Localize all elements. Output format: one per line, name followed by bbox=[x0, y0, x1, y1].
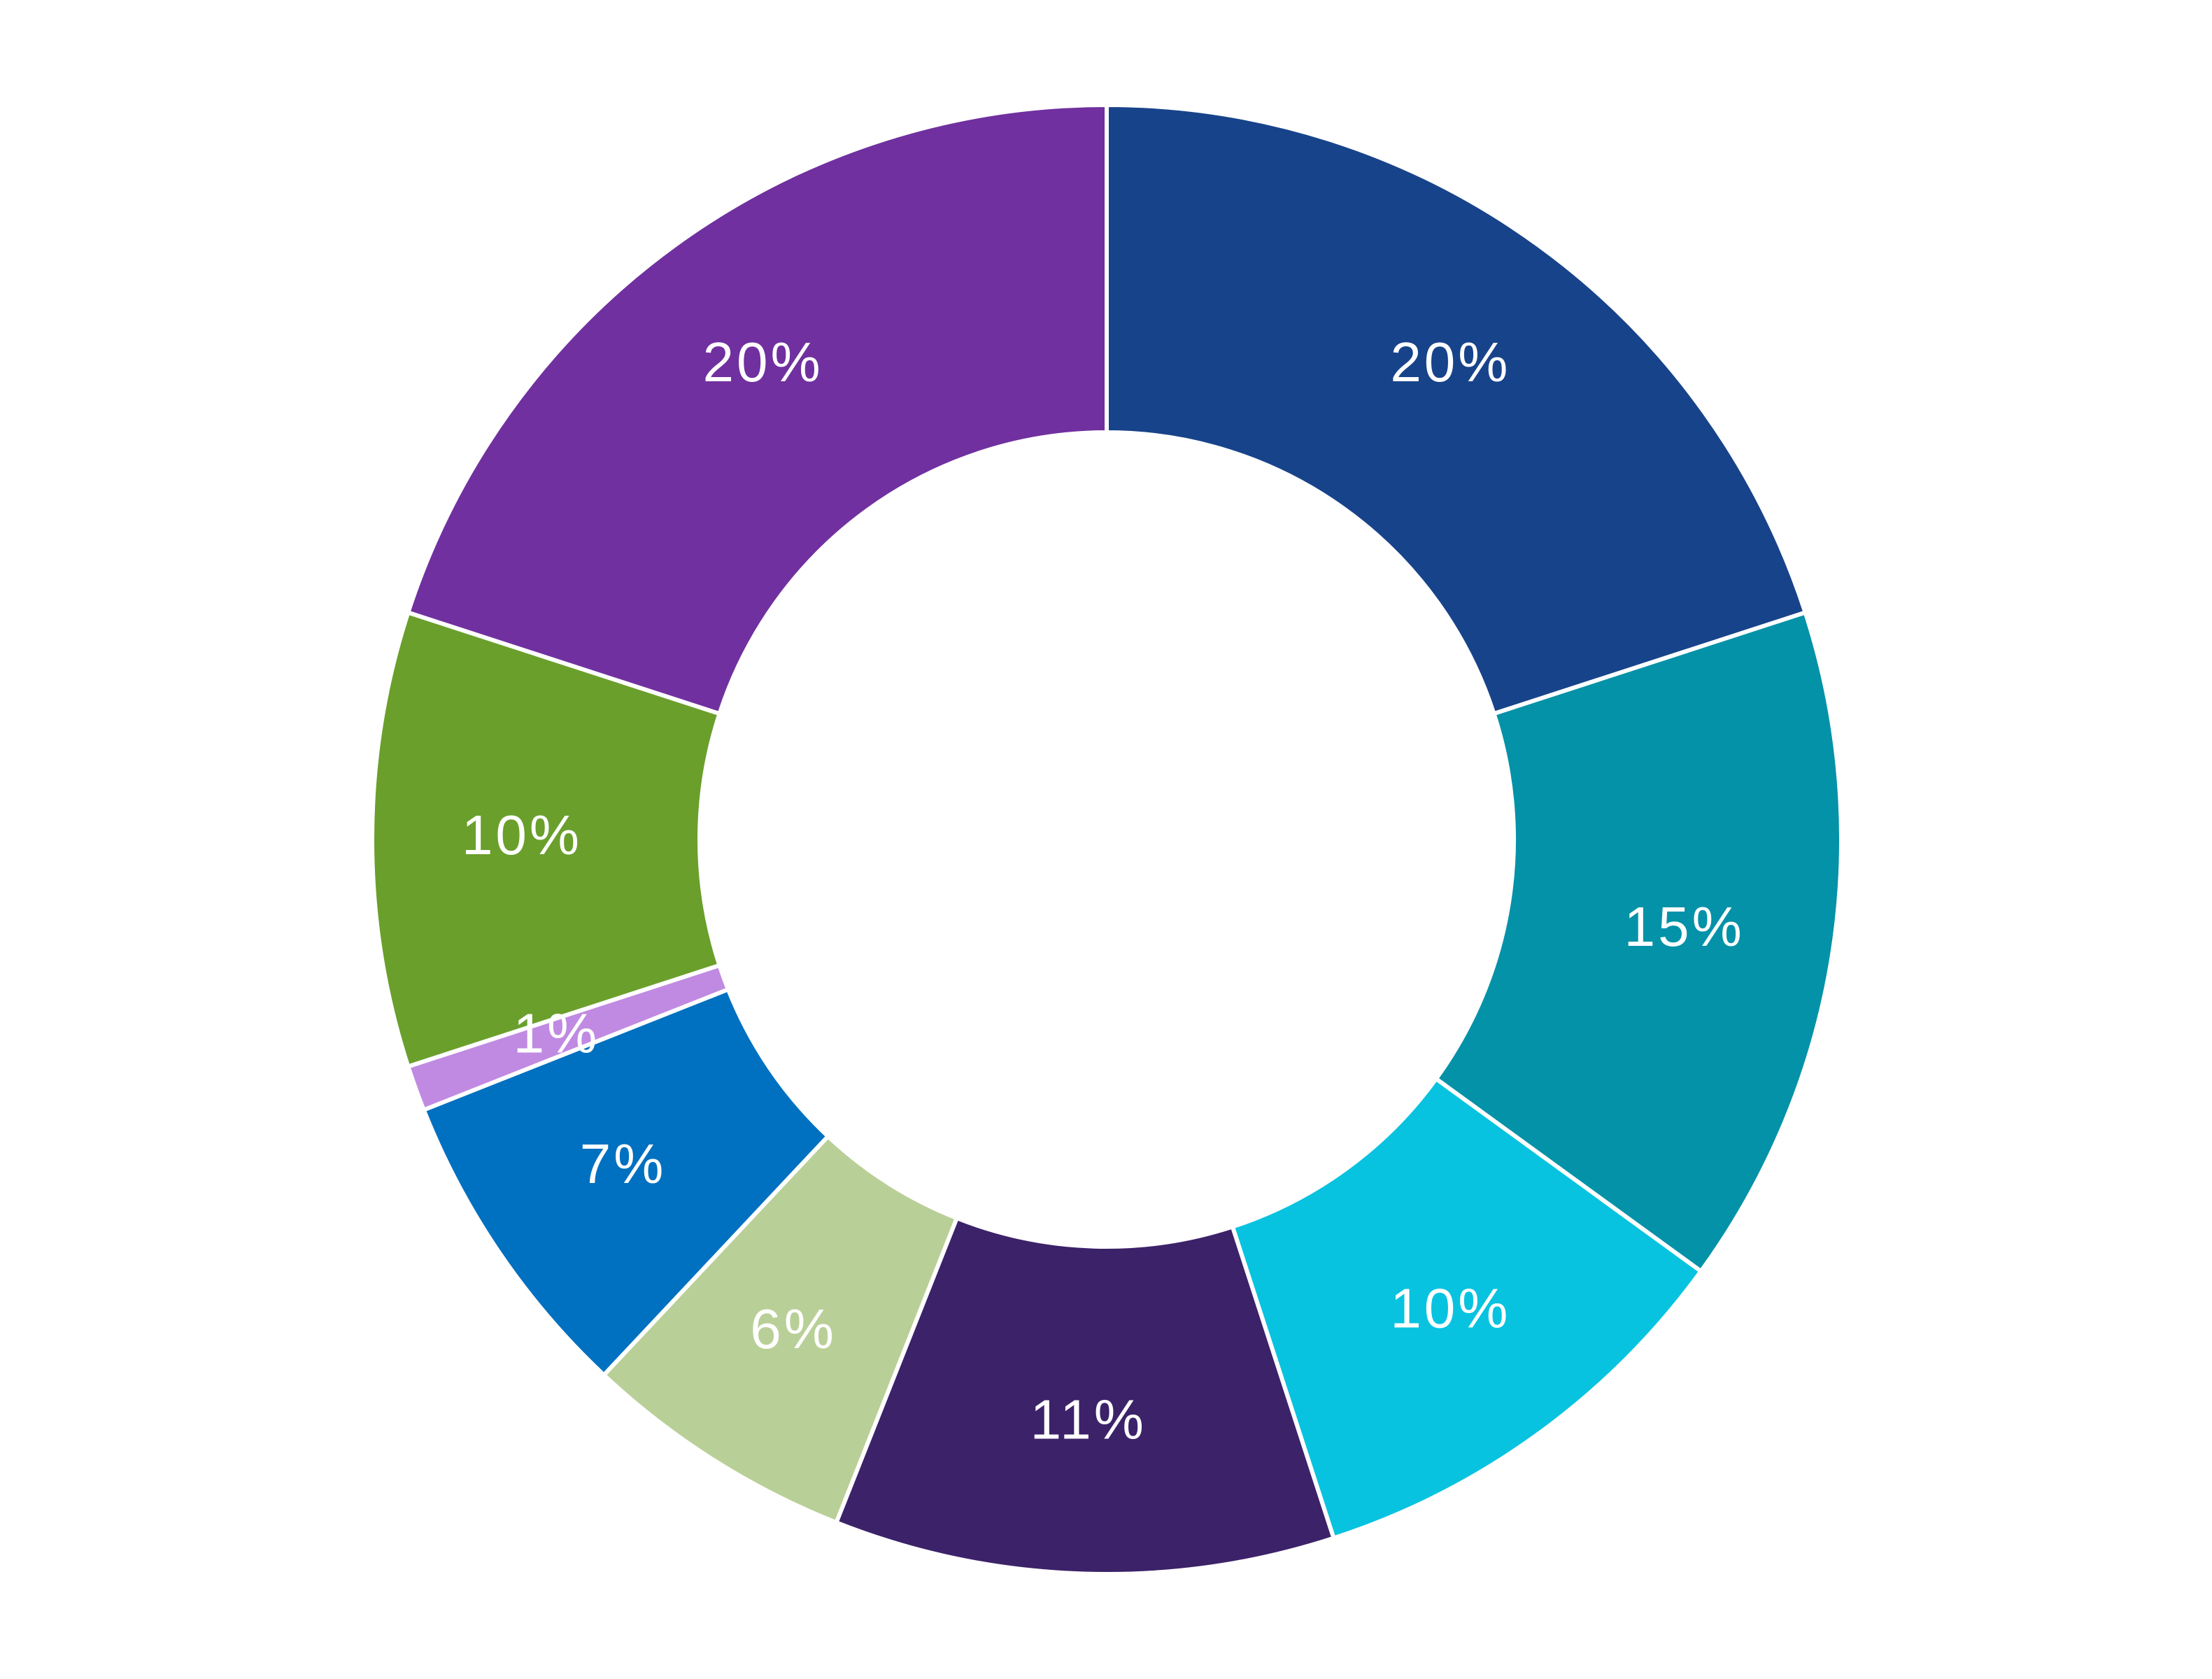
donut-slice-3 bbox=[1230, 1075, 1704, 1541]
donut-slice-9 bbox=[405, 102, 1109, 716]
donut-slices bbox=[370, 102, 1843, 1576]
donut-slice-8 bbox=[370, 609, 723, 1070]
donut-slice-4 bbox=[833, 1215, 1337, 1576]
slice-label-4: 11% bbox=[1030, 1389, 1147, 1451]
slice-label-7: 1% bbox=[513, 1002, 600, 1064]
slice-label-9: 20% bbox=[703, 331, 823, 393]
slice-label-2: 15% bbox=[1624, 895, 1745, 958]
slice-label-5: 6% bbox=[750, 1298, 837, 1360]
slice-label-6: 7% bbox=[580, 1133, 667, 1195]
donut-slice-1 bbox=[1105, 102, 1808, 716]
slice-label-1: 20% bbox=[1390, 331, 1510, 393]
slice-label-3: 10% bbox=[1390, 1277, 1510, 1339]
donut-slice-2 bbox=[1433, 609, 1843, 1275]
slice-label-8: 10% bbox=[462, 804, 582, 866]
donut-slice-6 bbox=[420, 986, 831, 1378]
donut-labels: 20% 15% 10% 11% 6% 7% 1% 10% 20% bbox=[462, 331, 1745, 1451]
